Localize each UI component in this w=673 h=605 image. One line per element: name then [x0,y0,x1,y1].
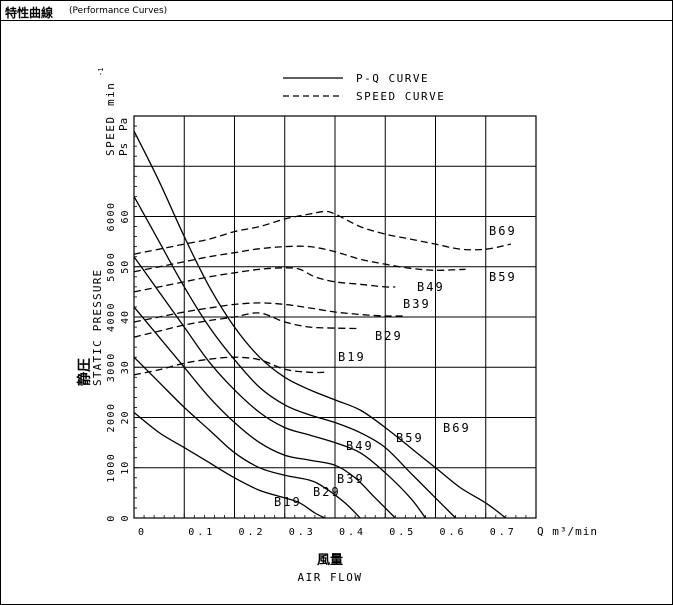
pq-curve-label: B59 [396,431,424,445]
pq-curve-b69 [133,130,507,519]
y-pressure-tick-label: 0 [120,514,131,521]
speed-curve-label: B19 [338,350,366,364]
y-speed-tick-label: 1000 [106,453,117,483]
air-flow-label-en: AIR FLOW [298,571,363,584]
speed-unit-superscript: -1 [97,68,105,76]
x-tick-label: 0.1 [188,527,215,538]
legend: P-Q CURVE SPEED CURVE [283,72,445,103]
y-pressure-tick-label: 50 [120,260,131,274]
speed-curve-label: B49 [417,280,445,294]
speed-curve-label: B29 [375,329,403,343]
y-speed-tick-label: 2000 [106,402,117,432]
speed-curve-label: B39 [403,297,431,311]
chart-title: 特性曲線 [5,6,54,20]
y-speed-tick-label: 0 [106,514,117,522]
y-speed-tick-label: 6000 [106,201,117,231]
pq-curve-b59 [133,196,457,519]
y-speed-tick-label: 5000 [106,252,117,282]
grid [133,115,537,519]
x-tick-label: 0.5 [389,527,416,538]
x-unit-label: Q m³/min [537,525,598,538]
pq-curve-b29 [133,356,361,519]
speed-curve-b69 [133,210,512,255]
y-pressure-tick-label: 30 [120,360,131,374]
y-pressure-tick-label: 20 [120,410,131,424]
x-tick-label: 0.4 [339,527,366,538]
ps-label: Ps [117,143,130,156]
speed-curve-label: B59 [489,270,517,284]
speed-curve-label: B69 [489,224,517,238]
speed-unit-label: min [104,82,117,106]
x-tick-label: 0.6 [440,527,467,538]
pq-curve-label: B19 [274,495,302,509]
pa-label: Pa [117,118,130,131]
legend-pq-label: P-Q CURVE [356,72,429,85]
pq-curve-b49 [133,256,426,519]
pq-curve-b39 [133,306,396,519]
pq-curve-label: B29 [313,485,341,499]
static-pressure-label-ja: 静圧 [76,358,93,386]
x-tick-label: 0 [138,527,147,538]
labels: 0 0.1 0.2 0.3 0.4 0.5 0.6 0.7 0 10 20 30 40 50 60 0 1000… [106,201,517,538]
x-tick-label: 0.2 [239,527,266,538]
pq-curve-label: B39 [337,472,365,486]
x-tick-label: 0.3 [289,527,316,538]
y-pressure-tick-label: 10 [120,461,131,475]
y-speed-tick-label: 4000 [106,302,117,332]
pq-curve-label: B69 [443,421,471,435]
legend-speed-label: SPEED CURVE [356,90,445,103]
speed-curve-b49 [133,267,396,293]
speed-curve-b39 [133,302,406,323]
chart-subtitle: (Performance Curves) [69,6,168,16]
x-tick-label: 0.7 [490,527,517,538]
speed-curve-b29 [133,312,361,338]
pq-curve-b19 [133,411,326,519]
curves [133,130,512,519]
speed-curve-b19 [133,356,325,376]
header-bar: 特性曲線 (Performance Curves) [1,1,672,21]
y-pressure-tick-label: 40 [120,310,131,324]
static-pressure-label-en: STATIC PRESSURE [91,269,104,386]
pq-curve-label: B49 [346,439,374,453]
y-speed-tick-label: 3000 [106,352,117,382]
y-pressure-tick-label: 60 [120,209,131,223]
air-flow-label-ja: 風量 [317,553,343,568]
speed-axis-label: SPEED [104,115,117,156]
speed-curve-b59 [133,245,466,273]
